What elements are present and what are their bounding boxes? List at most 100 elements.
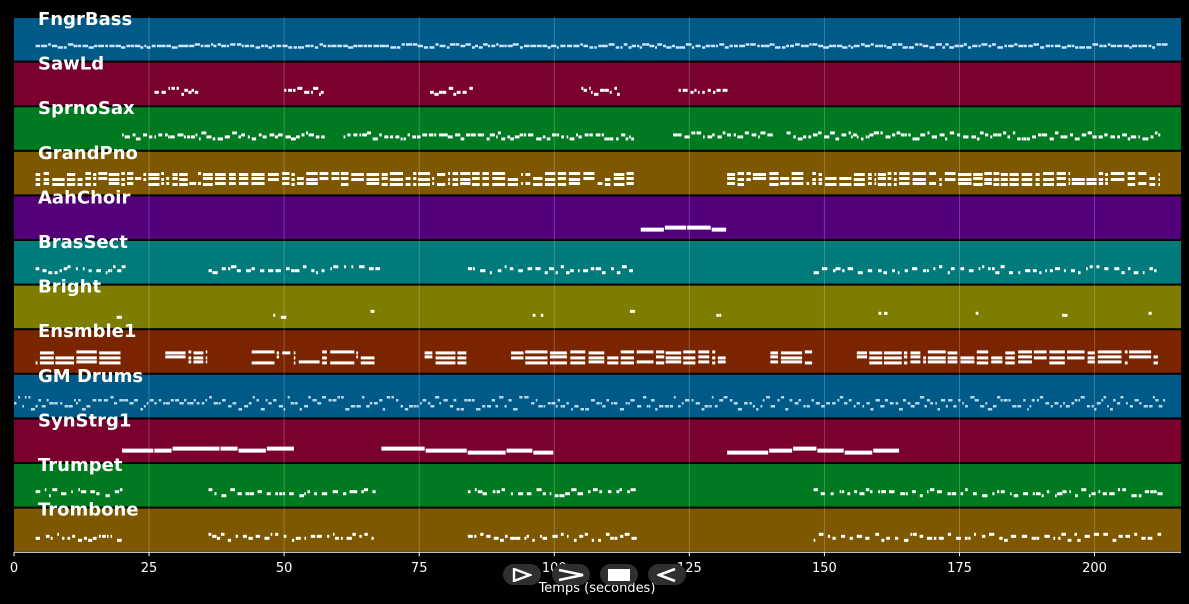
note <box>1092 43 1099 46</box>
note <box>1009 178 1019 182</box>
track-label: Trumpet <box>38 455 123 476</box>
note <box>198 172 202 176</box>
note <box>373 402 378 405</box>
forward-button[interactable] <box>552 564 590 585</box>
note <box>340 536 343 540</box>
note <box>1005 351 1015 355</box>
note <box>1069 490 1071 494</box>
note <box>500 538 504 542</box>
note <box>122 133 124 137</box>
note <box>134 44 141 48</box>
track-background <box>14 241 1181 284</box>
note <box>480 532 484 536</box>
track-grandpno <box>14 151 1181 195</box>
note <box>631 44 636 48</box>
note <box>791 172 804 176</box>
note <box>230 43 236 46</box>
note <box>693 131 696 135</box>
note <box>982 265 985 269</box>
note <box>590 399 595 402</box>
note <box>897 43 903 46</box>
note <box>1124 361 1128 365</box>
note <box>910 532 912 536</box>
note <box>403 137 406 141</box>
rewind-button[interactable] <box>648 564 686 585</box>
note <box>121 178 125 182</box>
note <box>273 313 276 317</box>
note <box>1054 44 1061 48</box>
forward-icon <box>558 568 584 581</box>
note <box>910 360 921 364</box>
note <box>767 133 773 137</box>
note <box>707 88 711 92</box>
note <box>1086 46 1092 49</box>
note <box>625 137 629 141</box>
note <box>1035 173 1040 177</box>
note <box>947 532 952 536</box>
note <box>533 183 543 187</box>
note <box>1153 361 1158 365</box>
note <box>291 173 295 177</box>
note <box>49 402 54 405</box>
note <box>99 361 121 365</box>
note <box>165 133 168 137</box>
note <box>1150 490 1154 494</box>
note <box>1127 172 1136 176</box>
note <box>1041 133 1048 137</box>
note <box>1053 536 1056 540</box>
note <box>316 534 322 538</box>
note <box>266 446 294 451</box>
note <box>282 172 290 176</box>
note <box>146 402 149 405</box>
note <box>931 135 937 139</box>
note <box>143 405 146 408</box>
note <box>616 271 621 275</box>
note <box>574 405 579 408</box>
note <box>889 402 894 405</box>
stop-button[interactable] <box>600 564 638 585</box>
note <box>727 177 736 181</box>
play-outline-button[interactable] <box>503 564 541 585</box>
note <box>60 402 63 405</box>
note <box>448 86 454 90</box>
track-label: GrandPno <box>38 143 138 164</box>
note <box>1069 133 1074 137</box>
note <box>1158 183 1161 187</box>
note <box>935 402 937 405</box>
note <box>321 396 327 399</box>
note <box>571 408 573 411</box>
note <box>910 405 915 408</box>
note <box>265 399 268 402</box>
note <box>869 361 883 365</box>
note <box>252 396 255 399</box>
note <box>867 269 873 273</box>
note <box>745 43 750 46</box>
note <box>560 44 566 48</box>
note <box>856 355 867 359</box>
note <box>1065 405 1070 408</box>
note <box>267 269 274 273</box>
note <box>881 538 885 542</box>
note <box>158 133 163 137</box>
note <box>515 536 521 540</box>
note <box>1157 532 1162 536</box>
note <box>836 44 843 48</box>
x-tick-label: 50 <box>276 561 293 576</box>
note <box>391 396 394 399</box>
note <box>52 488 58 492</box>
note <box>1154 269 1157 273</box>
note <box>1098 135 1103 139</box>
note <box>930 402 934 405</box>
note <box>165 355 186 359</box>
play-outline-icon <box>512 567 532 582</box>
note <box>1158 173 1161 177</box>
note <box>1142 137 1146 141</box>
note <box>54 271 58 275</box>
note <box>1021 534 1028 538</box>
note <box>856 402 860 405</box>
note <box>844 450 873 455</box>
note <box>912 182 926 186</box>
note <box>220 532 225 536</box>
note <box>232 402 237 405</box>
note <box>471 46 475 49</box>
